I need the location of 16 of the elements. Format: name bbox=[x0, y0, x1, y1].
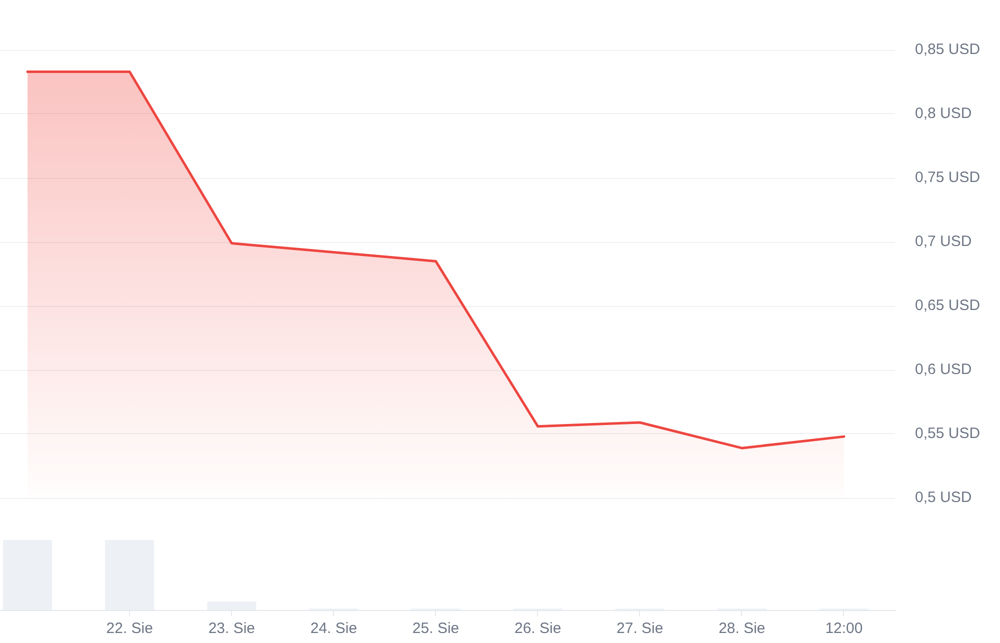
x-tick-label: 12:00 bbox=[825, 620, 863, 638]
x-tick-label: 24. Sie bbox=[310, 620, 358, 638]
x-tick-label: 28. Sie bbox=[718, 620, 766, 638]
y-tick-label: 0,6 USD bbox=[915, 361, 972, 378]
y-tick-label: 0,55 USD bbox=[915, 425, 980, 442]
x-tick-label: 27. Sie bbox=[616, 620, 664, 638]
y-tick-label: 0,65 USD bbox=[915, 297, 980, 314]
x-tick-label: 25. Sie bbox=[412, 620, 460, 638]
y-tick-label: 0,75 USD bbox=[915, 169, 980, 186]
x-tick-label: 26. Sie bbox=[514, 620, 562, 638]
y-tick-label: 0,5 USD bbox=[915, 489, 972, 506]
y-tick-label: 0,8 USD bbox=[915, 105, 972, 122]
x-tick-label: 22. Sie bbox=[106, 620, 153, 638]
x-tick-label: 23. Sie bbox=[208, 620, 256, 638]
y-tick-label: 0,7 USD bbox=[915, 233, 972, 250]
y-tick-label: 0,85 USD bbox=[915, 41, 980, 58]
